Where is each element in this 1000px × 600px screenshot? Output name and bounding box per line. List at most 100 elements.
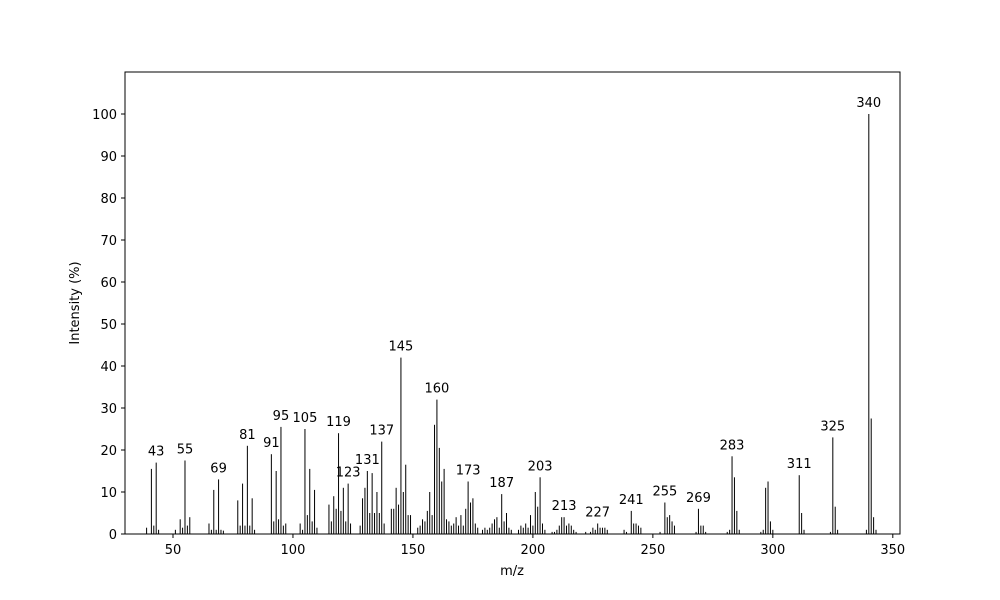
peak [801,513,803,534]
peak [174,529,176,534]
peak [398,504,400,534]
peak [517,529,519,534]
peak-label: 137 [369,424,394,439]
peak [338,433,340,534]
peak [474,523,476,534]
peak [450,525,452,534]
peak [378,513,380,534]
peak [702,525,704,534]
peak [328,504,330,534]
peak [729,529,731,534]
peak [333,496,335,534]
peak-label: 131 [355,453,380,468]
peak-label: 55 [177,443,194,458]
peak [633,523,635,534]
y-tick-label: 10 [100,486,117,501]
peak [585,531,587,534]
peak-label: 173 [456,464,481,479]
peak [575,531,577,534]
peak [829,531,831,534]
y-tick-label: 20 [100,444,117,459]
peak [529,515,531,534]
peak-label: 69 [210,461,227,476]
peak-label: 119 [326,415,351,430]
peak [635,523,637,534]
peak [765,487,767,534]
peak [669,515,671,534]
y-tick-label: 40 [100,360,117,375]
peak [589,531,591,534]
peak [482,529,484,534]
peak [222,530,224,534]
peak [592,527,594,534]
peak [275,471,277,534]
y-tick-label: 100 [92,108,117,123]
peak [601,527,603,534]
peak [769,521,771,534]
peak [508,527,510,534]
peak [666,517,668,534]
peak [597,523,599,534]
peak [700,525,702,534]
peak [561,517,563,534]
peak [215,529,217,534]
peak [458,525,460,534]
peak [558,525,560,534]
peak [246,445,248,534]
peak [402,492,404,534]
y-tick-label: 70 [100,234,117,249]
y-tick-label: 30 [100,402,117,417]
peak [659,531,661,534]
peak [527,527,529,534]
peak [237,500,239,534]
peak [606,529,608,534]
peak [556,529,558,534]
peak [868,114,870,534]
peak [510,529,512,534]
peak [455,517,457,534]
peak-label: 311 [787,457,812,472]
peak [314,489,316,534]
peak [438,447,440,534]
peak [242,483,244,534]
peak-label: 340 [856,96,881,111]
plot-frame [124,71,901,535]
peak [366,471,368,534]
peak [153,525,155,534]
y-tick-label: 60 [100,276,117,291]
peak [155,462,157,534]
peak [340,510,342,534]
peak [664,502,666,534]
peak [210,529,212,534]
peak-label: 283 [720,438,745,453]
peak [146,527,148,534]
peak-label: 241 [619,493,644,508]
peak [630,510,632,534]
peak [695,531,697,534]
peak [565,525,567,534]
y-tick-label: 90 [100,150,117,165]
peak [429,492,431,534]
peak [395,487,397,534]
peak [637,525,639,534]
y-tick-label: 0 [109,528,117,543]
y-tick-label: 80 [100,192,117,207]
peak [705,531,707,534]
peak [772,529,774,534]
peak [599,527,601,534]
y-axis-label: Intensity (%) [68,261,83,344]
peak [179,519,181,534]
peak [544,529,546,534]
peak [213,489,215,534]
peak [218,479,220,534]
peak [522,527,524,534]
peak [390,508,392,534]
peak [182,527,184,534]
peak [525,523,527,534]
x-tick-label: 100 [281,543,306,558]
peak [273,521,275,534]
peak [465,508,467,534]
peak [726,531,728,534]
peak [424,521,426,534]
peak [431,515,433,534]
